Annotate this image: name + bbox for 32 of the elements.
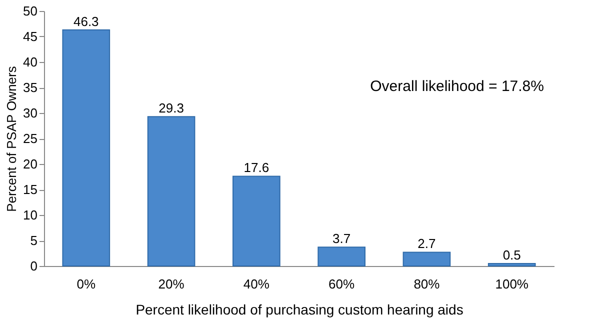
data-label: 3.7 bbox=[332, 231, 351, 246]
x-axis-title: Percent likelihood of purchasing custom hearing aids bbox=[136, 302, 464, 318]
y-tick-label: 50 bbox=[23, 4, 38, 18]
data-label: 29.3 bbox=[158, 100, 184, 116]
data-label: 2.7 bbox=[418, 236, 436, 252]
bar bbox=[147, 116, 196, 266]
bar bbox=[62, 29, 110, 266]
x-tick-label: 100% bbox=[495, 276, 529, 292]
y-tick-label: 30 bbox=[23, 106, 38, 120]
annotation: Overall likelihood = 17.8% bbox=[370, 78, 544, 95]
x-tick-label: 20% bbox=[158, 276, 185, 292]
data-label: 46.3 bbox=[73, 14, 99, 29]
bar bbox=[318, 246, 366, 266]
y-tick-label: 40 bbox=[23, 54, 38, 70]
y-tick-label: 25 bbox=[23, 131, 38, 146]
y-tick-label: 0 bbox=[30, 258, 38, 274]
y-tick-label: 15 bbox=[23, 182, 38, 197]
bar bbox=[402, 252, 451, 266]
data-label: 0.5 bbox=[502, 247, 521, 262]
y-tick-label: 45 bbox=[23, 29, 38, 44]
data-label: 17.6 bbox=[244, 160, 270, 176]
bar bbox=[232, 176, 280, 266]
y-tick-label: 5 bbox=[30, 233, 38, 248]
y-tick-label: 20 bbox=[23, 156, 38, 172]
y-tick-label: 10 bbox=[23, 208, 38, 222]
x-tick-label: 60% bbox=[328, 276, 356, 292]
y-axis-title: Percent of PSAP Owners bbox=[4, 66, 20, 212]
x-tick-label: 40% bbox=[243, 276, 270, 292]
x-tick-label: 80% bbox=[414, 276, 440, 292]
bar bbox=[488, 262, 536, 266]
x-tick-label: 0% bbox=[76, 276, 96, 292]
y-tick-label: 35 bbox=[23, 80, 38, 95]
